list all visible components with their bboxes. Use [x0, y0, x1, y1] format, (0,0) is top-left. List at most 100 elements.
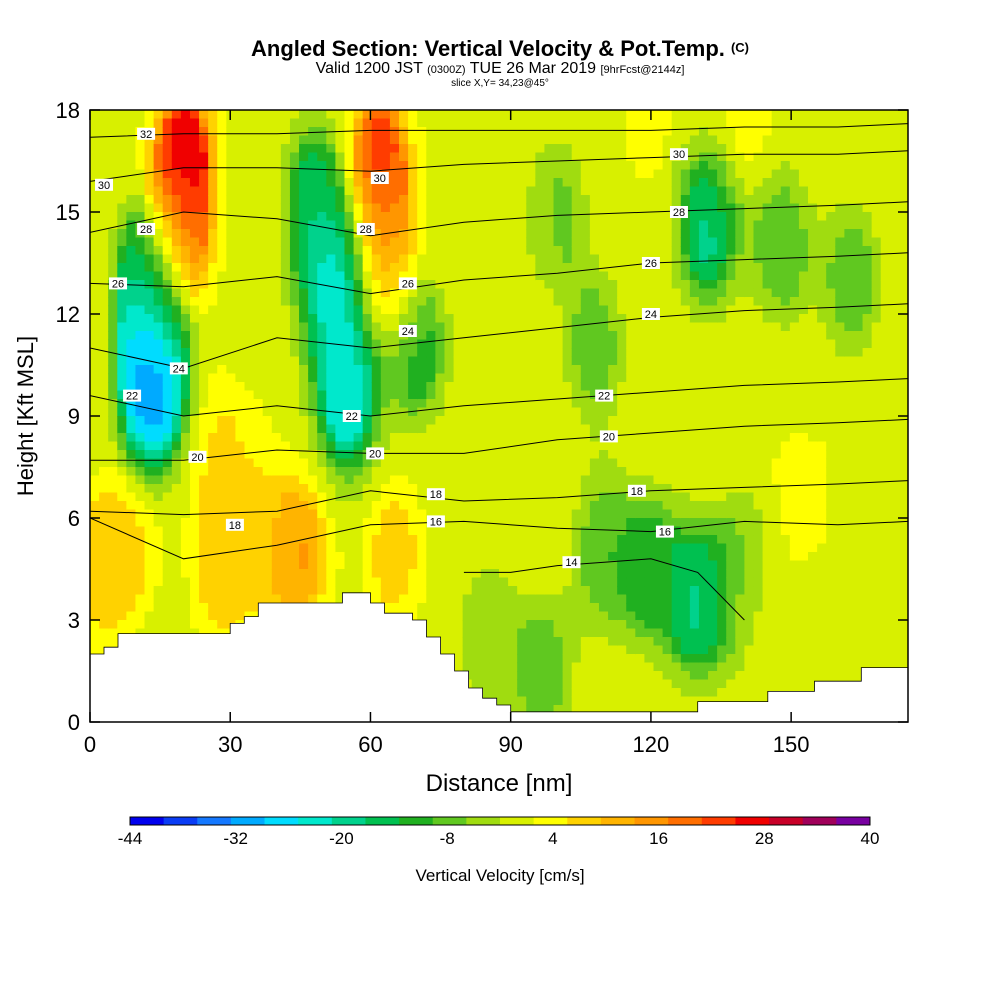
velocity-cell: [644, 127, 655, 137]
velocity-cell: [126, 169, 137, 179]
velocity-cell: [589, 399, 600, 409]
velocity-cell: [662, 594, 673, 604]
velocity-cell: [153, 518, 164, 528]
velocity-cell: [626, 331, 636, 341]
velocity-cell: [644, 271, 655, 281]
velocity-cell: [117, 254, 127, 264]
velocity-cell: [90, 569, 100, 579]
velocity-cell: [199, 399, 209, 409]
velocity-cell: [326, 424, 336, 434]
velocity-cell: [535, 484, 546, 494]
velocity-cell: [135, 620, 146, 630]
velocity-cell: [208, 382, 218, 392]
velocity-cell: [144, 577, 155, 587]
velocity-cell: [426, 390, 436, 400]
velocity-cell: [280, 254, 291, 264]
velocity-cell: [399, 110, 409, 120]
velocity-cell: [189, 220, 200, 230]
velocity-cell: [99, 339, 109, 349]
velocity-cell: [371, 356, 382, 366]
velocity-cell: [99, 569, 109, 579]
velocity-cell: [126, 178, 137, 188]
velocity-cell: [444, 110, 455, 120]
velocity-cell: [399, 467, 409, 477]
velocity-cell: [489, 135, 500, 145]
velocity-cell: [698, 433, 709, 443]
velocity-cell: [499, 331, 509, 341]
velocity-cell: [598, 135, 609, 145]
velocity-cell: [435, 144, 446, 154]
velocity-cell: [589, 382, 600, 392]
velocity-cell: [435, 237, 446, 247]
velocity-cell: [435, 305, 446, 315]
velocity-cell: [571, 492, 582, 502]
velocity-cell: [553, 390, 564, 400]
velocity-cell: [426, 246, 436, 256]
velocity-cell: [380, 152, 391, 162]
velocity-cell: [389, 450, 400, 460]
velocity-cell: [635, 305, 646, 315]
velocity-cell: [289, 220, 300, 230]
velocity-cell: [471, 178, 482, 188]
velocity-cell: [444, 450, 455, 460]
velocity-cell: [389, 407, 400, 417]
velocity-cell: [308, 467, 318, 477]
velocity-cell: [180, 152, 191, 162]
velocity-cell: [644, 450, 655, 460]
velocity-cell: [444, 195, 455, 205]
velocity-cell: [417, 203, 427, 213]
velocity-cell: [435, 127, 446, 137]
velocity-cell: [217, 322, 227, 332]
velocity-cell: [535, 620, 546, 630]
velocity-cell: [162, 246, 173, 256]
velocity-cell: [217, 254, 227, 264]
velocity-cell: [653, 688, 664, 698]
velocity-cell: [90, 433, 100, 443]
velocity-cell: [626, 212, 636, 222]
velocity-cell: [680, 220, 691, 230]
velocity-cell: [335, 322, 346, 332]
velocity-cell: [344, 288, 355, 298]
velocity-cell: [335, 467, 346, 477]
velocity-cell: [208, 543, 218, 553]
velocity-cell: [208, 161, 218, 171]
velocity-cell: [698, 356, 709, 366]
velocity-cell: [308, 382, 318, 392]
velocity-cell: [617, 526, 627, 536]
velocity-cell: [344, 331, 355, 341]
velocity-cell: [680, 628, 691, 638]
velocity-cell: [435, 628, 446, 638]
velocity-cell: [526, 696, 536, 706]
velocity-cell: [162, 220, 173, 230]
velocity-cell: [544, 577, 555, 587]
velocity-cell: [217, 288, 227, 298]
velocity-cell: [189, 492, 200, 502]
velocity-cell: [344, 263, 355, 273]
velocity-cell: [244, 314, 255, 324]
velocity-cell: [308, 373, 318, 383]
velocity-cell: [117, 110, 127, 120]
velocity-cell: [244, 543, 255, 553]
velocity-cell: [353, 535, 364, 545]
velocity-cell: [689, 518, 700, 528]
velocity-cell: [199, 569, 209, 579]
velocity-cell: [344, 552, 355, 562]
velocity-cell: [335, 424, 346, 434]
velocity-cell: [108, 178, 118, 188]
velocity-cell: [444, 603, 455, 613]
velocity-cell: [499, 203, 509, 213]
velocity-cell: [135, 586, 146, 596]
velocity-cell: [689, 169, 700, 179]
velocity-cell: [617, 492, 627, 502]
velocity-cell: [235, 577, 246, 587]
velocity-cell: [635, 543, 646, 553]
velocity-cell: [417, 611, 427, 621]
velocity-cell: [653, 407, 664, 417]
velocity-cell: [126, 161, 137, 171]
velocity-cell: [153, 586, 164, 596]
velocity-cell: [444, 254, 455, 264]
velocity-cell: [544, 475, 555, 485]
velocity-cell: [553, 305, 564, 315]
velocity-cell: [608, 645, 618, 655]
velocity-cell: [480, 637, 491, 647]
